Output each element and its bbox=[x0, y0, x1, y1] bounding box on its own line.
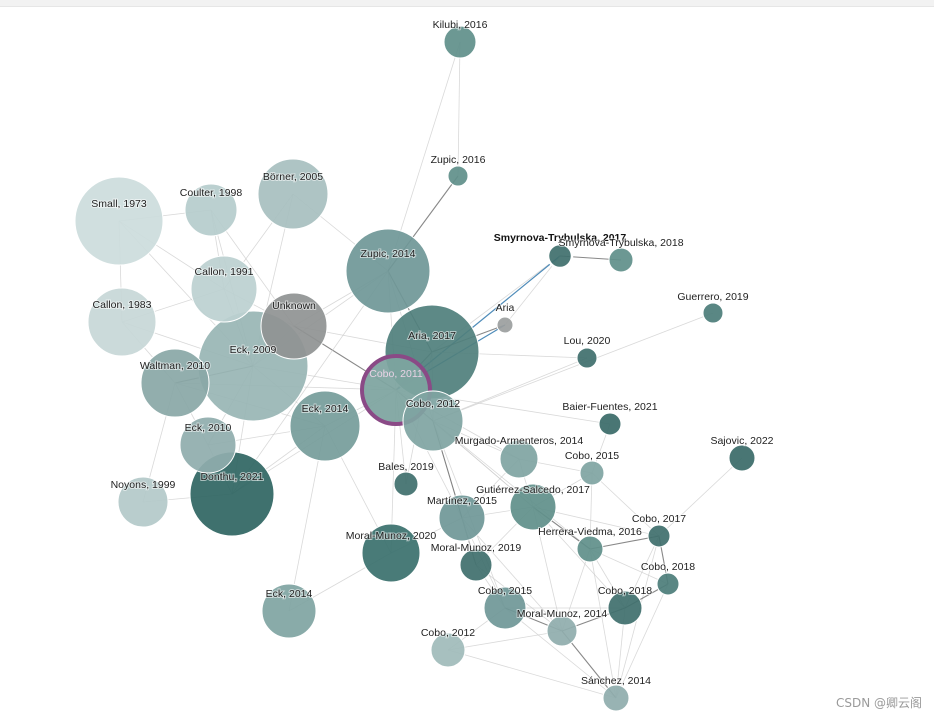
node-lou2020[interactable] bbox=[576, 347, 598, 369]
label-eck2014a: Eck, 2014 bbox=[302, 403, 349, 415]
label-aria: Aria bbox=[496, 302, 515, 314]
label-callon1991: Callon, 1991 bbox=[195, 266, 254, 278]
label-cobo2012a: Cobo, 2012 bbox=[406, 398, 460, 410]
node-cobo2018a[interactable] bbox=[656, 572, 680, 596]
label-cobo2011: Cobo, 2011 bbox=[369, 368, 423, 380]
edge-herrera2016-sanchez2014 bbox=[589, 548, 617, 699]
label-callon1983: Callon, 1983 bbox=[93, 299, 152, 311]
label-sanchez2014: Sánchez, 2014 bbox=[581, 675, 651, 687]
label-cobo2018b: Cobo, 2018 bbox=[598, 585, 652, 597]
edge-moral2014-cobo2012b bbox=[447, 630, 563, 651]
node-smyrnova2018[interactable] bbox=[608, 247, 634, 273]
node-callon1991[interactable] bbox=[190, 255, 258, 323]
node-aria[interactable] bbox=[496, 316, 514, 334]
node-eck2010[interactable] bbox=[179, 416, 237, 474]
node-cobo2012a[interactable] bbox=[402, 390, 464, 452]
label-cobo2012b: Cobo, 2012 bbox=[421, 627, 475, 639]
label-moral2020: Moral-Munoz, 2020 bbox=[346, 530, 437, 542]
label-eck2014b: Eck, 2014 bbox=[266, 588, 313, 600]
node-cobo2017[interactable] bbox=[647, 524, 671, 548]
label-aria2017: Aria, 2017 bbox=[408, 330, 456, 342]
node-baier2021[interactable] bbox=[598, 412, 622, 436]
edge-martinez2015-moral2014 bbox=[461, 517, 563, 632]
node-eck2014b[interactable] bbox=[261, 583, 317, 639]
label-borner2005: Börner, 2005 bbox=[263, 171, 323, 183]
node-eck2014a[interactable] bbox=[289, 390, 361, 462]
label-smyrnova2017: Smyrnova-Trybulska, 2017 bbox=[494, 232, 627, 244]
label-murgado2014: Murgado-Armenteros, 2014 bbox=[455, 435, 584, 447]
node-noyons1999[interactable] bbox=[117, 476, 169, 528]
label-cobo2017: Cobo, 2017 bbox=[632, 513, 686, 525]
node-borner2005[interactable] bbox=[257, 158, 329, 230]
node-zupic2016[interactable] bbox=[447, 165, 469, 187]
label-cobo2015a: Cobo, 2015 bbox=[565, 450, 619, 462]
label-moral2014: Moral-Munoz, 2014 bbox=[517, 608, 608, 620]
node-waltman2010[interactable] bbox=[140, 348, 210, 418]
edge-sajovic2022-cobo2017 bbox=[658, 457, 743, 537]
label-waltman2010: Waltman, 2010 bbox=[140, 360, 210, 372]
node-coulter1998[interactable] bbox=[184, 183, 238, 237]
node-cobo2018b[interactable] bbox=[607, 590, 643, 626]
edge-cobo2012b-sanchez2014 bbox=[447, 649, 617, 699]
label-moral2019: Moral-Munoz, 2019 bbox=[431, 542, 522, 554]
label-noyons1999: Noyons, 1999 bbox=[111, 479, 176, 491]
edge-cobo2015b-sanchez2014 bbox=[504, 607, 617, 699]
edge-herrera2016-cobo2018a bbox=[589, 548, 669, 585]
node-moral2020[interactable] bbox=[361, 523, 421, 583]
label-guerrero2019: Guerrero, 2019 bbox=[677, 291, 748, 303]
watermark: CSDN @卿云阁 bbox=[835, 696, 922, 710]
node-sanchez2014[interactable] bbox=[602, 684, 630, 712]
node-gutierrez2017[interactable] bbox=[509, 483, 557, 531]
label-smyrnova2018: Smyrnova-Trybulska, 2018 bbox=[558, 237, 683, 249]
top-toolbar-strip bbox=[0, 0, 934, 7]
node-smyrnova2017[interactable] bbox=[546, 242, 574, 270]
label-eck2009: Eck, 2009 bbox=[230, 344, 277, 356]
node-cobo2015b[interactable] bbox=[483, 586, 527, 630]
edge-kilubi2016-zupic2016 bbox=[457, 41, 461, 177]
label-herrera2016: Herrera-Viedma, 2016 bbox=[538, 526, 642, 538]
label-bales2019: Bales, 2019 bbox=[378, 461, 434, 473]
label-sajovic2022: Sajovic, 2022 bbox=[710, 435, 773, 447]
node-small1973[interactable] bbox=[74, 176, 164, 266]
edge-cobo2018a-sanchez2014 bbox=[615, 583, 669, 699]
edge-guerrero2019-cobo2012a bbox=[432, 312, 714, 422]
label-zupic2014: Zupic, 2014 bbox=[361, 248, 416, 260]
label-gutierrez2017: Gutiérrez-Salcedo, 2017 bbox=[476, 484, 590, 496]
node-murgado2014[interactable] bbox=[499, 439, 539, 479]
node-zupic2014[interactable] bbox=[345, 228, 431, 314]
label-cobo2018a: Cobo, 2018 bbox=[641, 561, 695, 573]
label-layer: Kilubi, 2016 Zupic, 2016 Smyrnova-Trybulsk… bbox=[90, 18, 774, 688]
node-unknown[interactable] bbox=[260, 292, 328, 360]
label-unknown: Unknown bbox=[272, 300, 316, 312]
node-cobo2012b[interactable] bbox=[430, 632, 466, 668]
label-lou2020: Lou, 2020 bbox=[564, 335, 611, 347]
node-moral2014[interactable] bbox=[546, 615, 578, 647]
label-donthu2021: Donthu, 2021 bbox=[200, 471, 263, 483]
label-zupic2016: Zupic, 2016 bbox=[431, 154, 486, 166]
edge-cobo2012a-herrera2016 bbox=[432, 420, 591, 550]
node-guerrero2019[interactable] bbox=[702, 302, 724, 324]
node-herrera2016[interactable] bbox=[576, 535, 604, 563]
node-layer bbox=[74, 25, 756, 712]
node-moral2019[interactable] bbox=[459, 548, 493, 582]
label-kilubi2016: Kilubi, 2016 bbox=[433, 19, 488, 31]
node-kilubi2016[interactable] bbox=[443, 25, 477, 59]
label-martinez2015: Martínez, 2015 bbox=[427, 495, 497, 507]
edge-cobo2015a-cobo2017 bbox=[591, 472, 660, 537]
node-callon1983[interactable] bbox=[87, 287, 157, 357]
node-cobo2015a[interactable] bbox=[579, 460, 605, 486]
label-coulter1998: Coulter, 1998 bbox=[180, 187, 243, 199]
label-eck2010: Eck, 2010 bbox=[185, 422, 232, 434]
node-bales2019[interactable] bbox=[393, 471, 419, 497]
edge-aria-smyrnova2017 bbox=[504, 255, 561, 326]
label-small1973: Small, 1973 bbox=[91, 198, 147, 210]
node-martinez2015[interactable] bbox=[438, 494, 486, 542]
node-sajovic2022[interactable] bbox=[728, 444, 756, 472]
label-cobo2015b: Cobo, 2015 bbox=[478, 585, 532, 597]
edge-zupic2014-donthu2021 bbox=[231, 270, 389, 495]
label-baier2021: Baier-Fuentes, 2021 bbox=[562, 401, 657, 413]
